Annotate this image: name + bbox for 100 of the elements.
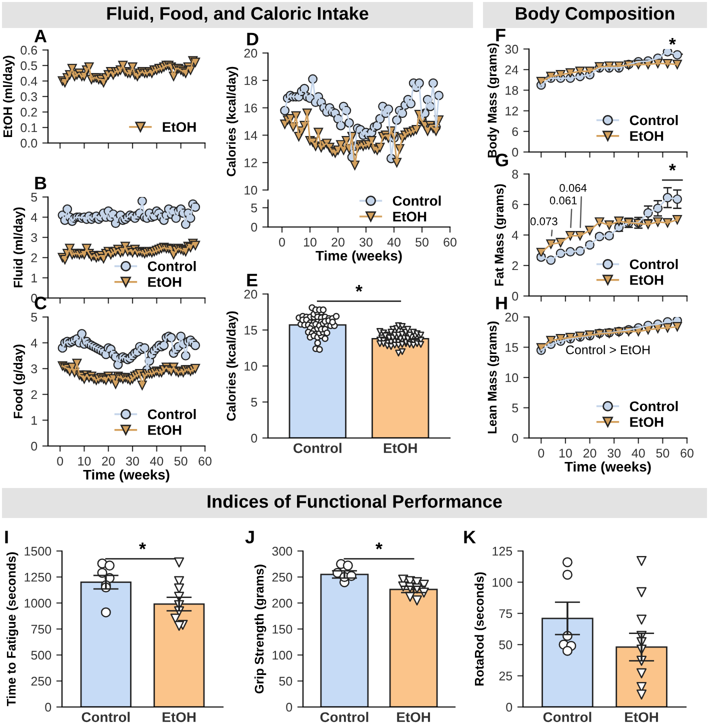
legend-label: Control [630, 258, 678, 270]
x-tick-label: 50 [656, 448, 670, 458]
y-axis-title: Calories (kcal/day) [226, 311, 238, 421]
chart-title: J [245, 530, 254, 544]
y-axis-title: Fluid (ml/day) [13, 207, 26, 288]
y-tick-label: 14 [244, 131, 258, 140]
legend-label: Control [148, 408, 196, 420]
y-tick-label: 1000 [24, 598, 52, 608]
legend-label: EtOH [393, 212, 426, 222]
y-tick-label: 4 [30, 338, 38, 348]
y-axis-title: Lean Mass (grams) [487, 322, 500, 434]
x-tick-label: 0 [538, 448, 544, 458]
y-tick-label: 1 [32, 416, 37, 425]
y-tick-label: 0.3 [20, 92, 38, 102]
y-tick-label: 750 [31, 624, 52, 634]
y-tick-label: 5 [251, 398, 258, 407]
x-tick-label: 20 [583, 448, 596, 458]
y-tick-label: 24 [505, 65, 518, 74]
y-tick-label: 16 [244, 104, 258, 112]
x-tick-label: 40 [150, 456, 164, 466]
y-tick-label: 100 [272, 650, 292, 660]
text: * [376, 542, 382, 550]
chart-title: C [34, 296, 47, 310]
y-tick-label: 250 [31, 676, 52, 686]
y-tick-label: 12 [506, 106, 518, 116]
annotation: 0.064 [560, 184, 587, 192]
y-tick-label: 0.5 [20, 61, 38, 70]
x-tick-label: 10 [304, 238, 316, 247]
x-tick-label: 60 [680, 448, 694, 458]
y-tick-label: 20 [244, 48, 258, 58]
x-tick-label: 40 [387, 238, 400, 247]
x-tick-label: 60 [198, 456, 212, 466]
y-tick-label: 8 [512, 170, 518, 179]
y-tick-label: 150 [272, 624, 292, 634]
y-tick-label: 10 [244, 186, 258, 195]
y-tick-label: 5 [31, 312, 38, 322]
y-tick-label: 2 [31, 253, 37, 262]
x-axis-title: Time (weeks) [564, 461, 651, 474]
y-tick-label: 0 [251, 434, 258, 443]
y-tick-label: 300 [272, 546, 292, 556]
y-tick-label: 4 [512, 230, 518, 240]
chart-title: F [496, 28, 506, 42]
y-tick-label: 0.6 [20, 46, 38, 55]
x-tick-label: 20 [332, 238, 344, 247]
y-tick-label: 10 [244, 362, 258, 371]
annotation: 0.061 [550, 196, 577, 204]
legend-label: EtOH [162, 122, 196, 132]
chart-title: K [464, 530, 476, 544]
chart-title: I [5, 530, 8, 544]
x-tick-label: 40 [632, 448, 645, 458]
text: * [668, 38, 676, 45]
x-tick-label: 10 [559, 448, 572, 458]
y-tick-label: 0.4 [20, 76, 38, 86]
y-axis-title: Time to Fatigue (seconds) [6, 552, 18, 706]
y-axis-title: Fat Mass (grams) [494, 184, 506, 286]
x-tick-label: 30 [360, 238, 372, 247]
y-axis-title: Grip Strength (grams) [254, 564, 266, 694]
y-tick-label: 1500 [24, 546, 52, 556]
y-tick-label: 0 [512, 292, 518, 301]
y-tick-label: 10 [506, 373, 518, 382]
x-tick-label: 30 [126, 456, 139, 466]
x-tick-label: 60 [444, 238, 456, 247]
y-tick-label: 5 [31, 192, 38, 202]
y-tick-label: 1250 [24, 572, 52, 582]
chart-subtitle: Indices of Functional Performance [208, 494, 502, 508]
y-tick-label: 18 [506, 86, 518, 95]
y-axis-title: EtOH (ml/day) [3, 56, 15, 137]
y-tick-label: 0.2 [20, 108, 37, 117]
y-tick-label: 3 [31, 233, 38, 242]
chart-title: E [247, 274, 258, 286]
chart-title: D [247, 32, 258, 46]
y-tick-label: 20 [244, 290, 258, 299]
y-tick-label: 6 [512, 127, 518, 136]
text: * [356, 285, 362, 292]
y-tick-label: 2 [31, 390, 37, 399]
y-tick-label: 0 [512, 148, 518, 157]
y-tick-label: 20 [505, 312, 518, 322]
x-axis-title: Time (weeks) [83, 469, 170, 482]
x-tick-label: 20 [102, 456, 115, 466]
y-tick-label: 500 [31, 650, 52, 660]
y-tick-label: 3 [31, 364, 38, 374]
text: * [139, 542, 146, 550]
y-tick-label: 6 [512, 200, 518, 210]
chart-title: H [496, 296, 507, 310]
y-tick-label: 4 [30, 213, 38, 222]
y-tick-label: 0.1 [20, 123, 37, 132]
chart-title: B [35, 176, 46, 190]
y-tick-label: 0 [506, 702, 512, 712]
y-tick-label: 125 [492, 546, 512, 556]
y-tick-label: 5 [512, 404, 518, 412]
y-tick-label: 50 [499, 640, 512, 650]
text: * [668, 164, 676, 171]
y-axis-title: Food (g/day) [13, 344, 26, 418]
x-tick-label: 30 [608, 448, 621, 458]
annotation: Control > EtOH [566, 345, 650, 354]
y-tick-label: 75 [499, 609, 512, 618]
y-tick-label: 1 [32, 274, 37, 282]
legend-label: Control [630, 400, 678, 412]
y-tick-label: 0 [45, 702, 52, 712]
legend-label: EtOH [630, 275, 664, 285]
